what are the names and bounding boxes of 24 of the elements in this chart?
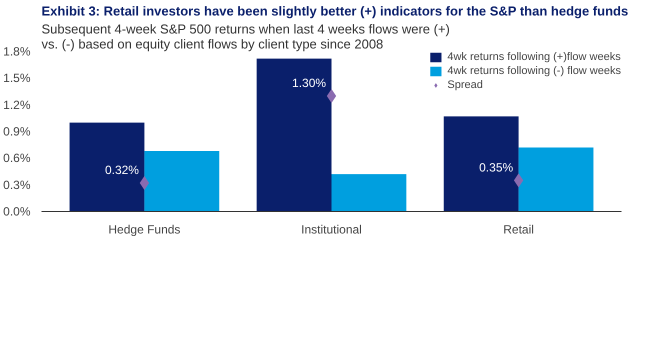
- x-tick-label: Institutional: [301, 222, 362, 236]
- y-tick-label: 0.3%: [3, 178, 31, 192]
- bar: [444, 116, 519, 212]
- legend-label: 4wk returns following (+)flow weeks: [447, 51, 621, 63]
- y-tick-label: 1.2%: [3, 98, 31, 112]
- chart-title: Exhibit 3: Retail investors have been slightly better (+) indicators for the S&P than hedge funds: [42, 4, 628, 18]
- bar: [518, 148, 594, 212]
- y-tick-label: 1.8%: [3, 44, 31, 58]
- chart-subtitle: Subsequent 4-week S&P 500 returns when last 4 weeks flows were (+) vs. (-) based on equity client flows by client type since 2008: [42, 22, 450, 52]
- bar: [70, 122, 144, 212]
- data-label: 0.35%: [479, 160, 514, 174]
- bar: [332, 174, 406, 212]
- data-label: 0.32%: [104, 163, 140, 178]
- x-tick-label: Hedge Funds: [108, 222, 180, 236]
- bar: [144, 151, 220, 212]
- y-tick-label: 0.0%: [3, 204, 31, 218]
- y-tick-label: 1.5%: [3, 71, 31, 86]
- legend-label: Spread: [447, 79, 483, 91]
- x-tick-label: Retail: [503, 222, 534, 236]
- bar: [256, 58, 332, 212]
- data-label: 1.30%: [292, 76, 326, 90]
- legend-label: 4wk returns following (-) flow weeks: [447, 65, 621, 77]
- y-tick-label: 0.9%: [3, 124, 31, 138]
- y-tick-label: 0.6%: [3, 151, 31, 166]
